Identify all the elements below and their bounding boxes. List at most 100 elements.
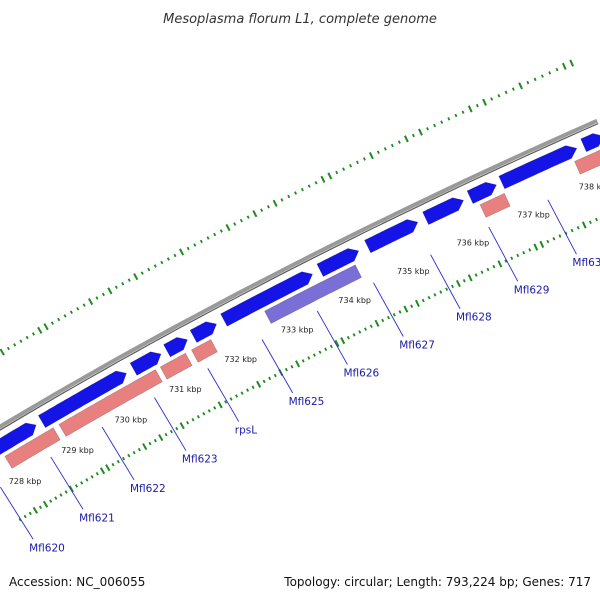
gc-tick-inner <box>49 499 53 503</box>
gc-tick-outer <box>540 74 544 78</box>
gc-tick-outer <box>294 191 298 195</box>
gene-label-line <box>154 397 187 451</box>
gc-tick-outer <box>37 326 43 334</box>
gc-tick-inner <box>105 464 111 472</box>
scale-tick-label: 730 kbp <box>115 415 148 424</box>
gc-tick-inner <box>38 505 43 510</box>
gc-tick-outer <box>186 246 190 251</box>
gene-label: Mfl621 <box>79 512 115 524</box>
gc-tick-inner <box>358 330 362 334</box>
gc-tick-inner <box>262 379 266 384</box>
gene-label: Mfl630 <box>572 257 600 269</box>
gc-tick-outer <box>233 222 237 226</box>
gc-tick-outer <box>57 317 61 322</box>
gc-tick-inner <box>213 406 217 410</box>
gc-tick-outer <box>300 187 304 192</box>
gc-tick-inner <box>42 500 49 508</box>
gc-tick-outer <box>69 310 73 315</box>
gc-tick-inner <box>588 220 592 224</box>
gc-tick-inner <box>290 364 294 369</box>
gc-tick-inner <box>427 295 431 300</box>
gc-tick-outer <box>76 306 80 311</box>
gc-tick-inner <box>533 243 539 251</box>
gc-tick-inner <box>445 287 449 291</box>
gc-tick-inner <box>439 290 443 294</box>
gc-tick-outer <box>555 67 559 72</box>
gene-label-line <box>261 339 294 394</box>
scale-ticks: 728 kbp 729 kbp 730 kbp 731 kbp 732 kbp 733 k… <box>9 182 600 485</box>
gc-tick-inner <box>132 450 136 455</box>
gc-tick-outer <box>239 218 243 223</box>
gc-tick-outer <box>63 314 67 318</box>
gc-tick-outer <box>140 271 144 275</box>
gc-tick-inner <box>217 401 223 409</box>
gc-tick-inner <box>528 248 532 252</box>
gene-label: Mfl629 <box>514 284 550 296</box>
gc-tick-outer <box>252 210 258 218</box>
gc-tick-inner <box>504 259 508 263</box>
gc-tick-outer <box>246 215 250 219</box>
forward-gene-4 <box>163 337 188 358</box>
gc-tick-outer <box>403 135 409 143</box>
gc-tick-inner <box>455 279 461 288</box>
gc-tick-outer <box>342 167 346 171</box>
gc-tick-outer <box>440 120 444 124</box>
gc-tick-outer <box>166 257 170 261</box>
gc-tick-inner <box>85 478 89 482</box>
gc-tick-inner <box>364 327 367 331</box>
gc-tick-outer <box>504 90 508 95</box>
scale-tick-label: 732 kbp <box>224 355 257 364</box>
reverse-gene-6 <box>574 149 600 175</box>
gc-tick-outer <box>454 113 458 118</box>
gc-tick-outer <box>43 323 49 331</box>
gc-tick-inner <box>558 234 562 238</box>
gc-tick-outer <box>280 198 284 202</box>
gc-tick-outer <box>490 97 494 101</box>
gc-tick-outer <box>160 260 164 265</box>
gene-label: Mfl626 <box>344 368 380 380</box>
gc-tick-outer <box>320 175 326 183</box>
gc-tick-inner <box>169 429 173 434</box>
gc-tick-inner <box>224 400 228 404</box>
gc-tick-outer <box>121 281 125 286</box>
gc-tick-inner <box>273 373 277 378</box>
gc-tick-inner <box>207 409 211 413</box>
gc-tick-outer <box>433 123 437 128</box>
gene-label-line <box>0 486 34 540</box>
gc-tick-outer <box>533 77 537 82</box>
backbone-line-outer <box>0 118 598 429</box>
backbone-line-inner <box>0 122 599 431</box>
gc-tick-inner <box>164 432 168 437</box>
gc-tick-outer <box>133 273 139 281</box>
gc-tick-inner <box>175 426 179 431</box>
gc-tick-outer <box>511 87 515 91</box>
gene-label-line <box>488 226 519 282</box>
gc-tick-inner <box>202 412 206 416</box>
forward-gene-1 <box>0 422 37 455</box>
gc-tick-inner <box>116 459 120 464</box>
scale-tick-label: 733 kbp <box>281 326 314 335</box>
gc-tick-outer <box>95 296 99 300</box>
gc-tick-inner <box>28 511 32 516</box>
gc-tick-outer <box>397 140 401 144</box>
gc-tick-outer <box>213 232 217 237</box>
gc-tick-outer <box>467 105 473 113</box>
gene-label-line <box>547 199 577 255</box>
gene-label: Mfl622 <box>130 483 166 495</box>
gc-tick-inner <box>90 475 94 479</box>
gc-tick-inner <box>570 228 574 233</box>
scale-tick-label: 734 kbp <box>338 296 371 305</box>
gc-tick-inner <box>381 318 385 323</box>
gc-tick-inner <box>80 481 84 485</box>
gc-tick-inner <box>18 517 22 522</box>
gc-tick-outer <box>383 147 387 151</box>
gc-tick-inner <box>474 273 478 277</box>
gc-tick-outer <box>225 223 231 232</box>
gc-tick-inner <box>398 310 402 314</box>
scale-tick-label: 737 kbp <box>517 210 550 219</box>
gc-tick-inner <box>142 443 148 451</box>
gc-tick-inner <box>581 221 587 229</box>
gc-tick-outer <box>206 236 210 240</box>
gc-tick-inner <box>59 493 63 497</box>
gene-label-line <box>430 254 461 309</box>
